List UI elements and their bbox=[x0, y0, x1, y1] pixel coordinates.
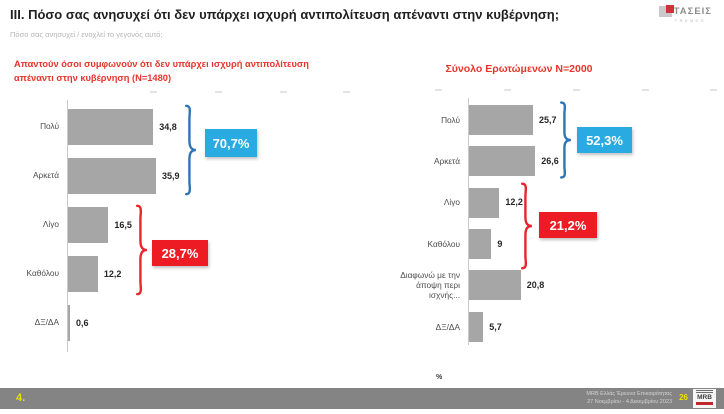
brace-red-right bbox=[520, 182, 533, 270]
category-label: Καθόλου bbox=[427, 238, 460, 249]
axis-tick-mark bbox=[280, 91, 287, 93]
callout-left-positive: 70,7% bbox=[205, 129, 257, 157]
axis-tick-mark bbox=[343, 91, 350, 93]
bar bbox=[68, 108, 154, 145]
bar bbox=[469, 270, 521, 301]
category-label: Λίγο bbox=[443, 197, 460, 208]
callout-right-positive: 52,3% bbox=[577, 127, 632, 153]
category-label: ΔΞ/ΔΑ bbox=[435, 321, 460, 332]
bar bbox=[68, 157, 156, 194]
mrb-logo-bars bbox=[696, 390, 713, 394]
axis-tick-mark bbox=[215, 91, 222, 93]
footer-page-number: 26 bbox=[679, 393, 688, 402]
title-text: Πόσο σας ανησυχεί ότι δεν υπάρχει ισχυρή… bbox=[28, 7, 560, 22]
mrb-logo: MRB bbox=[693, 389, 716, 408]
axis-tick-mark bbox=[573, 89, 580, 91]
footer-source-line1: MRB Ελλάς Έρευνα Επικαιρότητας bbox=[586, 391, 672, 397]
page-title: III. Πόσο σας ανησυχεί ότι δεν υπάρχει ι… bbox=[10, 7, 630, 22]
right-chart-title: Σύνολο Ερωτώμενων N=2000 bbox=[445, 63, 593, 75]
category-label: Λίγο bbox=[42, 219, 59, 230]
bar bbox=[68, 304, 70, 341]
bar bbox=[68, 255, 98, 292]
left-chart-title: Απαντούν όσοι συμφωνούν ότι δεν υπάρχει … bbox=[14, 59, 309, 83]
brace-red-left bbox=[135, 204, 148, 296]
mrb-logo-redline bbox=[696, 402, 713, 406]
value-label: 25,7 bbox=[538, 114, 557, 125]
value-label: 9 bbox=[497, 238, 503, 249]
bar bbox=[469, 104, 533, 135]
right-chart-axis-line bbox=[468, 98, 469, 345]
page-subtitle: Πόσο σας ανησυχεί / ενοχλεί το γεγονός α… bbox=[10, 30, 163, 39]
section-number: III. bbox=[10, 7, 25, 22]
taseis-logo-subtext: TRENDS bbox=[674, 18, 707, 23]
axis-tick-mark bbox=[435, 89, 442, 91]
footer-bar: 4. MRB Ελλάς Έρευνα Επικαιρότητας 27 Νοε… bbox=[0, 388, 724, 409]
brace-blue-left bbox=[184, 104, 197, 196]
callout-right-negative: 21,2% bbox=[539, 212, 597, 238]
category-label: Καθόλου bbox=[26, 268, 59, 279]
taseis-logo-icon bbox=[658, 5, 674, 17]
mrb-logo-text: MRB bbox=[697, 394, 712, 401]
category-label: Αρκετά bbox=[32, 170, 59, 181]
bar bbox=[469, 228, 492, 259]
footer-section-number: 4. bbox=[16, 392, 26, 404]
value-label: 12,2 bbox=[505, 197, 523, 208]
category-label: Πολύ bbox=[40, 121, 59, 132]
value-label: 5,7 bbox=[489, 321, 502, 332]
category-label: Πολύ bbox=[441, 114, 460, 125]
brace-blue-right bbox=[559, 101, 572, 179]
value-label: 12,2 bbox=[103, 268, 122, 279]
taseis-logo: ΤΑΣΕΙΣ TRENDS bbox=[658, 5, 712, 23]
taseis-logo-text: ΤΑΣΕΙΣ bbox=[673, 6, 712, 17]
value-label: 35,9 bbox=[161, 170, 180, 181]
axis-tick-mark bbox=[710, 89, 717, 91]
callout-left-negative: 28,7% bbox=[152, 240, 208, 266]
left-chart-axis-line bbox=[67, 100, 68, 352]
axis-tick-mark bbox=[150, 91, 157, 93]
category-label: Αρκετά bbox=[433, 155, 460, 166]
bar bbox=[469, 187, 500, 218]
category-label: ΔΞ/ΔΑ bbox=[34, 317, 59, 328]
axis-unit-label: % bbox=[436, 374, 443, 381]
footer-source: MRB Ελλάς Έρευνα Επικαιρότητας 27 Νοεμβρ… bbox=[586, 391, 672, 406]
axis-tick-mark bbox=[642, 89, 649, 91]
value-label: 20,8 bbox=[526, 280, 545, 291]
bar bbox=[469, 311, 484, 342]
category-label: Διαφωνώ με την άποψη περι ισχνής... bbox=[400, 269, 460, 301]
bar bbox=[68, 206, 109, 243]
bar bbox=[469, 146, 536, 177]
value-label: 34,8 bbox=[159, 121, 177, 132]
footer-source-line2: 27 Νοεμβρίου - 4 Δεκεμβρίου 2023 bbox=[587, 398, 672, 405]
value-label: 0,6 bbox=[76, 317, 89, 328]
axis-tick-mark bbox=[504, 89, 511, 91]
value-label: 26,6 bbox=[541, 156, 559, 167]
value-label: 16,5 bbox=[114, 219, 132, 230]
